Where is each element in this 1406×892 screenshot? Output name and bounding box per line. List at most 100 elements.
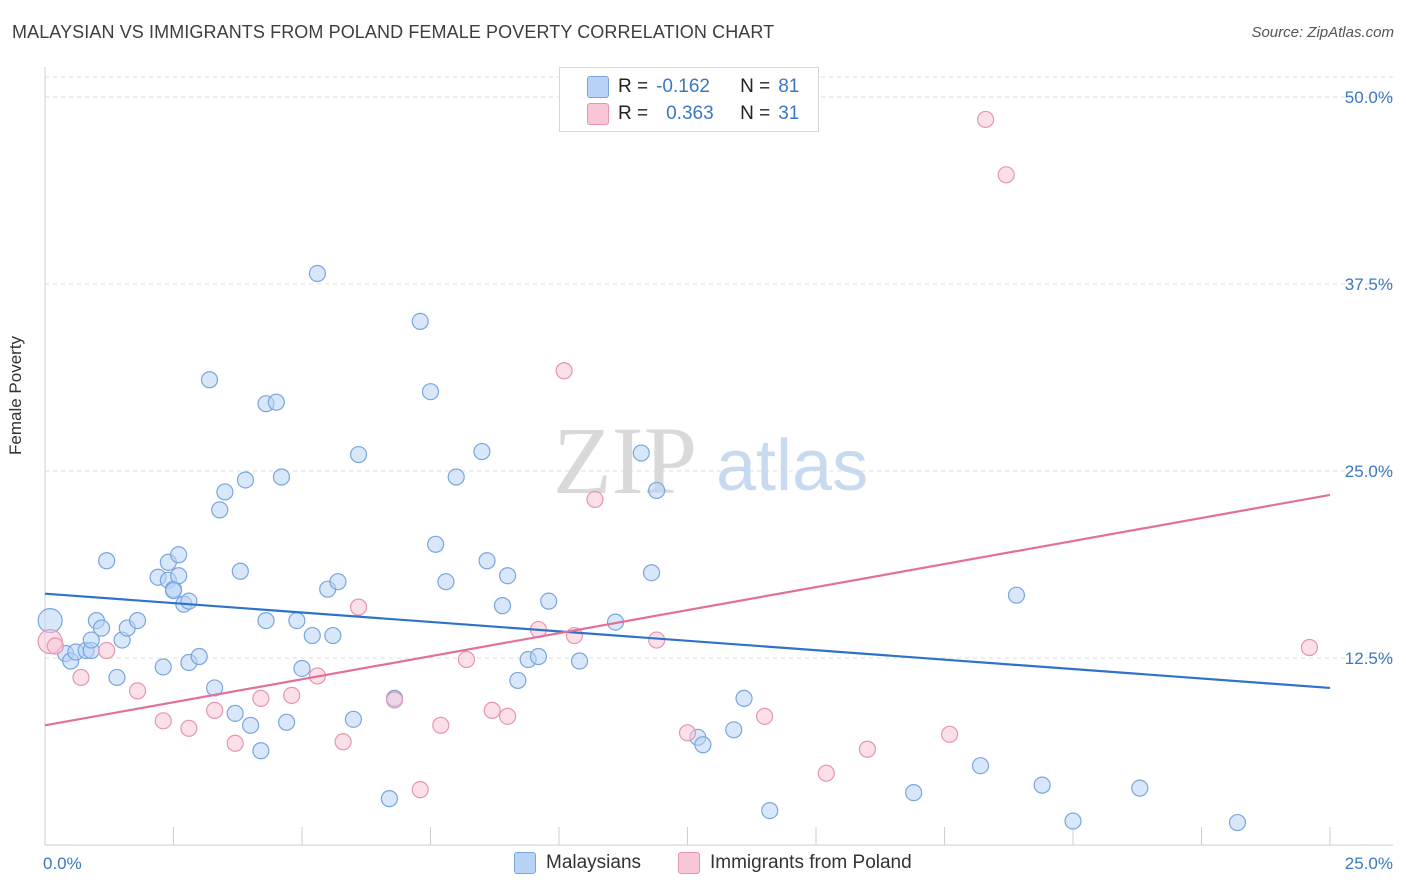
malaysians-point: [509, 671, 527, 690]
malaysians-point: [216, 483, 234, 501]
poland-point: [46, 637, 64, 655]
malaysians-point: [380, 790, 398, 808]
bottom-legend-poland: Immigrants from Poland: [678, 852, 912, 874]
poland-point: [941, 725, 959, 743]
legend-n-value: 81: [778, 76, 800, 97]
poland-point: [411, 781, 429, 799]
poland-point: [483, 701, 501, 719]
legend-n-value: 31: [778, 103, 800, 124]
malaysians-point: [128, 611, 147, 630]
bottom-legend-label: Malaysians: [546, 852, 642, 873]
poland-point: [349, 598, 368, 616]
poland-point: [457, 650, 476, 669]
poland-point: [252, 689, 270, 707]
malaysians-point: [252, 742, 270, 760]
malaysians-point: [570, 652, 589, 670]
correlation-legend: R = -0.162 N = 81 R = 0.363 N = 31: [559, 67, 819, 132]
tick-labels: 12.5% 25.0% 37.5% 50.0% 0.0% 25.0%: [43, 88, 1393, 873]
watermark-zip: ZIP: [553, 407, 697, 514]
malaysians-point: [421, 383, 440, 401]
malaysians-point: [905, 784, 923, 802]
poland-point: [98, 641, 116, 660]
poland-point: [385, 691, 404, 709]
y-tick-label: 25.0%: [1345, 462, 1393, 481]
malaysians-point: [473, 442, 491, 461]
malaysians-point: [1007, 586, 1026, 604]
bottom-swatch-poland: [678, 852, 700, 874]
x-tick-label: 25.0%: [1345, 854, 1393, 873]
poland-point: [206, 701, 224, 719]
watermark-atlas: atlas: [716, 426, 868, 506]
poland-point: [180, 719, 198, 737]
malaysians-point: [411, 312, 429, 330]
source-label: Source: ZipAtlas.com: [1251, 24, 1394, 41]
malaysians-point: [211, 501, 229, 519]
malaysians-point: [164, 582, 183, 600]
malaysians-point: [1228, 813, 1247, 832]
malaysians-point: [98, 552, 116, 570]
malaysians-point: [735, 689, 753, 707]
malaysians-point: [648, 481, 666, 500]
malaysians-point: [427, 535, 445, 553]
malaysians-point: [632, 444, 650, 462]
y-tick-label: 12.5%: [1345, 649, 1393, 668]
malaysians-point: [303, 626, 321, 645]
legend-row-poland: R = 0.363 N = 31: [618, 102, 799, 126]
malaysians-point: [92, 619, 111, 637]
malaysians-point: [329, 573, 347, 591]
malaysians-point: [499, 567, 517, 585]
bottom-legend-malaysians: Malaysians: [514, 852, 641, 874]
malaysians-point: [180, 592, 198, 610]
malaysians-point: [478, 552, 496, 570]
malaysians-point: [761, 801, 779, 820]
x-tick-label: 0.0%: [43, 854, 82, 873]
poland-point: [499, 707, 517, 725]
malaysians-point: [231, 562, 249, 580]
malaysians-point: [190, 647, 208, 666]
malaysians-point: [725, 721, 743, 739]
malaysians-point: [324, 626, 342, 645]
legend-row-malaysians: R = -0.162 N = 81: [618, 75, 799, 99]
malaysians-points: [37, 264, 1247, 832]
malaysians-point: [226, 704, 244, 722]
legend-n-label: N =: [740, 76, 771, 97]
malaysians-trend-line: [44, 592, 1331, 690]
poland-point: [997, 166, 1015, 184]
malaysians-point: [447, 468, 465, 486]
malaysians-point: [694, 736, 712, 754]
chart-title: MALAYSIAN VS IMMIGRANTS FROM POLAND FEMA…: [12, 22, 775, 42]
malaysians-point: [540, 592, 558, 610]
legend-n-label: N =: [740, 103, 771, 124]
malaysians-point: [236, 471, 255, 489]
malaysians-point: [154, 658, 172, 676]
poland-point: [128, 682, 147, 700]
axes: [44, 67, 1393, 846]
malaysians-point: [1033, 776, 1051, 794]
malaysians-point: [493, 597, 512, 615]
malaysians-point: [272, 468, 291, 486]
poland-point: [283, 686, 301, 705]
malaysians-point: [277, 713, 296, 731]
poland-point: [817, 764, 835, 782]
poland-point: [334, 733, 352, 751]
legend-r-label: R =: [618, 103, 649, 124]
trend-lines: [44, 493, 1331, 727]
legend-swatch-malaysians: [587, 76, 609, 98]
poland-point: [858, 740, 877, 758]
poland-point: [72, 668, 90, 687]
malaysians-point: [288, 611, 306, 630]
poland-points: [37, 110, 1319, 799]
malaysians-point: [108, 668, 126, 687]
legend-r-label: R =: [618, 76, 649, 97]
y-tick-label: 50.0%: [1345, 88, 1393, 107]
poland-trend-line: [44, 493, 1331, 727]
malaysians-point: [1064, 812, 1082, 830]
poland-point: [1300, 638, 1319, 657]
legend-swatch-poland: [587, 103, 609, 125]
poland-point: [586, 490, 604, 509]
poland-point: [678, 724, 697, 742]
malaysians-point: [257, 611, 275, 630]
malaysians-point: [293, 659, 311, 678]
bottom-swatch-malaysians: [514, 852, 536, 874]
